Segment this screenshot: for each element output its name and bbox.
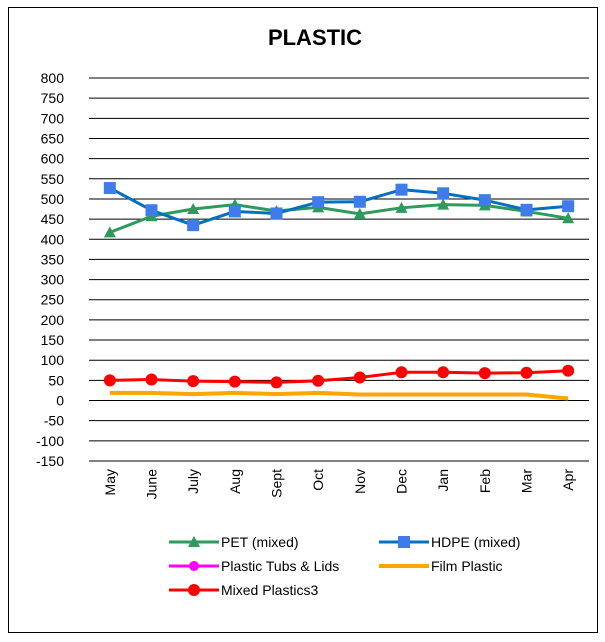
series-0-point — [562, 212, 575, 224]
y-tick-label: 800 — [41, 70, 65, 86]
legend-item-film: Film Plastic — [379, 557, 589, 575]
series-1-point — [187, 219, 200, 232]
series-0-point — [395, 201, 408, 213]
legend-swatch-hdpe — [379, 536, 429, 548]
y-tick-label: 350 — [41, 251, 65, 267]
series-4-point — [103, 374, 116, 387]
legend-swatch-mixed — [169, 584, 219, 596]
series-4-point — [478, 367, 491, 380]
line-chart: PLASTIC 80075070065060055050045040035030… — [36, 25, 589, 500]
legend-label-tubs: Plastic Tubs & Lids — [221, 558, 340, 574]
series-1-point — [562, 200, 575, 213]
series-1-point — [145, 204, 158, 217]
chart-legend: PET (mixed) HDPE (mixed) Plastic Tubs & … — [169, 533, 589, 599]
y-tick-label: 150 — [41, 332, 65, 348]
x-tick-label: Mar — [519, 469, 535, 493]
series-1-point — [228, 205, 241, 218]
series-0-line — [109, 203, 569, 234]
y-tick-label: 650 — [41, 130, 65, 146]
series-4-point — [228, 375, 241, 388]
chart-title: PLASTIC — [268, 25, 362, 50]
x-tick-label: Dec — [394, 469, 410, 494]
y-tick-label: 250 — [41, 292, 65, 308]
legend-swatch-film — [379, 564, 429, 568]
series-4-point — [270, 376, 283, 389]
legend-swatch-tubs — [169, 561, 219, 571]
y-tick-label: 500 — [41, 191, 65, 207]
y-tick-label: 600 — [41, 151, 65, 167]
y-tick-label: 400 — [41, 231, 65, 247]
x-tick-label: Apr — [560, 469, 576, 491]
series-1-point — [395, 183, 408, 196]
series-1-point — [478, 194, 491, 207]
y-tick-label: 200 — [41, 312, 65, 328]
y-tick-label: 550 — [41, 171, 65, 187]
x-tick-label: Nov — [352, 469, 368, 494]
series-4-point — [520, 366, 533, 379]
y-tick-label: -50 — [44, 413, 64, 429]
y-tick-label: 300 — [41, 272, 65, 288]
series-3-line — [109, 390, 569, 401]
legend-label-film: Film Plastic — [431, 558, 503, 574]
series-0-point — [103, 226, 116, 238]
series-4-point — [562, 364, 575, 377]
series-1-point — [270, 207, 283, 220]
legend-item-hdpe: HDPE (mixed) — [379, 533, 589, 551]
series-0-point — [187, 203, 200, 215]
legend-label-hdpe: HDPE (mixed) — [431, 534, 521, 550]
series-1-line — [109, 186, 569, 227]
x-tick-label: July — [185, 469, 201, 494]
y-tick-label: -100 — [36, 433, 64, 449]
series-0-point — [437, 198, 450, 210]
series-4-point — [353, 371, 366, 384]
y-tick-label: 750 — [41, 90, 65, 106]
y-tick-label: 100 — [41, 352, 65, 368]
series-4-point — [395, 366, 408, 379]
legend-label-pet: PET (mixed) — [221, 534, 299, 550]
series-0-point — [353, 207, 366, 219]
series-4-point — [437, 366, 450, 379]
x-tick-label: June — [144, 469, 160, 500]
y-tick-label: -150 — [36, 453, 64, 469]
legend-item-mixed: Mixed Plastics3 — [169, 581, 379, 599]
series-1-point — [437, 187, 450, 200]
y-tick-label: 50 — [48, 372, 64, 388]
x-tick-label: May — [102, 469, 118, 495]
x-tick-label: Aug — [227, 469, 243, 494]
x-tick-label: Jan — [435, 469, 451, 492]
legend-swatch-pet — [169, 536, 219, 547]
series-1-point — [312, 196, 325, 209]
legend-item-tubs: Plastic Tubs & Lids — [169, 557, 379, 575]
x-tick-label: Oct — [310, 469, 326, 491]
series-4-point — [187, 375, 200, 388]
y-tick-label: 0 — [56, 393, 64, 409]
legend-item-pet: PET (mixed) — [169, 533, 379, 551]
series-1-point — [520, 203, 533, 216]
y-tick-label: 450 — [41, 211, 65, 227]
x-tick-label: Feb — [477, 469, 493, 493]
x-tick-label: Sept — [269, 469, 285, 498]
legend-label-mixed: Mixed Plastics3 — [221, 582, 319, 598]
series-4-point — [145, 373, 158, 386]
series-4-line — [109, 369, 569, 384]
series-1-point — [103, 182, 116, 195]
y-tick-label: 700 — [41, 110, 65, 126]
chart-frame: PLASTIC 800 750 700 650 600 550 500 450 400 350 30… — [8, 7, 598, 633]
series-1-point — [353, 195, 366, 208]
series-4-point — [312, 374, 325, 387]
